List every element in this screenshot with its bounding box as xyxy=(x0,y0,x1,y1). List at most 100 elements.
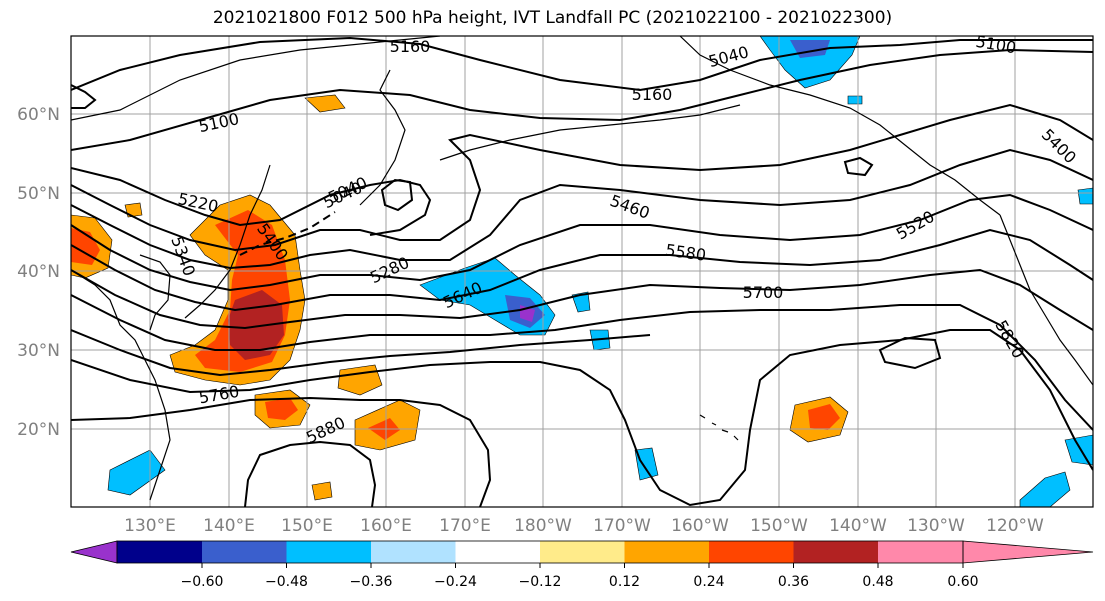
height-contour xyxy=(71,193,1093,292)
strong-anomaly-area xyxy=(228,290,284,360)
colorbar-segment xyxy=(540,541,625,563)
lat-label: 20°N xyxy=(17,420,60,440)
colorbar-tick-label: 0.36 xyxy=(778,574,809,590)
height-contour xyxy=(380,178,414,212)
alaska-coastline xyxy=(679,36,1001,216)
colorbar-tick-label: 0.24 xyxy=(693,574,724,590)
height-contours xyxy=(71,36,1093,507)
colorbar-segment xyxy=(455,541,540,563)
lon-label: 160°W xyxy=(671,516,729,536)
colorbar: −0.60 −0.48 −0.36 −0.24 −0.12 0.12 0.24 … xyxy=(70,540,1094,590)
map-frame xyxy=(70,35,1094,508)
lon-label: 170°E xyxy=(439,516,491,536)
lon-label: 130°W xyxy=(907,516,965,536)
negative-anomaly-area xyxy=(1064,434,1093,466)
lat-label: 50°N xyxy=(17,184,60,204)
colorbar-ticks xyxy=(201,563,964,568)
russia-north-coastline xyxy=(71,36,441,121)
lon-label: 150°W xyxy=(750,516,808,536)
colorbar-tick-label: −0.60 xyxy=(181,574,224,590)
lon-label: 170°W xyxy=(593,516,651,536)
height-contour xyxy=(71,103,1093,252)
lon-label: 140°E xyxy=(203,516,255,536)
colorbar-tick-label: −0.36 xyxy=(350,574,393,590)
negative-anomaly-area xyxy=(1077,187,1093,205)
colorbar-tick-label: 0.12 xyxy=(609,574,640,590)
contour-label: 5400 xyxy=(1038,125,1080,167)
lon-label: 150°E xyxy=(281,516,333,536)
colorbar-tick-label: −0.24 xyxy=(434,574,477,590)
height-contour xyxy=(71,148,1093,270)
lon-label: 120°W xyxy=(986,516,1044,536)
height-contour xyxy=(244,440,377,507)
na-west-coastline xyxy=(999,214,1093,386)
contour-label: 5160 xyxy=(632,85,673,104)
positive-anomaly-area xyxy=(304,94,346,113)
positive-anomaly-area xyxy=(808,404,840,430)
height-contour xyxy=(71,329,1093,507)
kamchatka-coastline xyxy=(359,69,406,206)
aleutian-islands xyxy=(439,104,741,161)
colorbar-segment xyxy=(117,541,202,563)
height-contour xyxy=(71,396,492,507)
contour-label: 5460 xyxy=(608,191,653,223)
colorbar-segment xyxy=(371,541,456,563)
lat-label: 40°N xyxy=(17,262,60,282)
height-contour xyxy=(71,167,432,236)
lon-label: 130°E xyxy=(124,516,176,536)
colorbar-tick-label: 0.48 xyxy=(862,574,893,590)
height-contour xyxy=(71,294,1093,431)
height-contour xyxy=(239,211,336,256)
height-contour xyxy=(843,156,874,177)
negative-anomaly-area xyxy=(107,449,166,496)
colorbar-extend-right xyxy=(962,540,1094,564)
colorbar-segment xyxy=(878,541,963,563)
positive-anomaly-area xyxy=(124,202,143,218)
height-contour xyxy=(71,48,1093,151)
colorbar-extend-left xyxy=(70,540,118,564)
colorbar-tick-label: −0.48 xyxy=(265,574,308,590)
contour-labels: 5160 5040 5100 5160 5100 5040 5220 5340 … xyxy=(167,32,1080,448)
negative-anomaly-area xyxy=(634,447,659,481)
contour-label: 5040 xyxy=(706,42,750,71)
hawaii-islands xyxy=(699,414,739,441)
positive-anomaly-area xyxy=(311,481,333,501)
contour-label: 5100 xyxy=(197,109,241,136)
contour-label: 5820 xyxy=(991,317,1028,362)
longitude-labels: 130°E 140°E 150°E 160°E 170°E 180°W 170°… xyxy=(124,516,1044,536)
colorbar-segment xyxy=(202,541,287,563)
map-title: 2021021800 F012 500 hPa height, IVT Land… xyxy=(212,8,893,28)
graticule xyxy=(71,36,1093,507)
contour-label: 5160 xyxy=(390,37,431,56)
lat-label: 60°N xyxy=(17,105,60,125)
colorbar-segment xyxy=(286,541,371,563)
height-contour xyxy=(71,36,1093,92)
korea-coastline xyxy=(139,254,171,331)
positive-anomaly-area xyxy=(265,398,298,420)
lon-label: 140°W xyxy=(829,516,887,536)
contour-label: 5700 xyxy=(743,283,784,302)
positive-anomaly-area xyxy=(337,364,383,396)
colorbar-segment xyxy=(624,541,709,563)
contour-label: 5580 xyxy=(664,240,707,264)
height-contour xyxy=(878,336,942,370)
height-contour xyxy=(71,228,1093,312)
colorbar-segment xyxy=(709,541,794,563)
lon-label: 160°E xyxy=(360,516,412,536)
negative-anomaly-area xyxy=(1019,471,1071,507)
colorbar-tick-label: −0.12 xyxy=(519,574,562,590)
negative-anomaly-area xyxy=(847,95,863,105)
height-contour xyxy=(71,84,97,109)
contour-label: 5520 xyxy=(893,207,938,244)
height-contour xyxy=(71,329,651,377)
negative-anomaly-area xyxy=(571,291,591,313)
height-contour xyxy=(71,268,1093,331)
lon-label: 180°W xyxy=(514,516,572,536)
positive-anomaly-area xyxy=(71,228,100,265)
coastlines xyxy=(71,36,1093,501)
latitude-labels: 60°N 50°N 40°N 30°N 20°N xyxy=(17,105,60,440)
negative-anomaly-area xyxy=(759,36,861,89)
colorbar-tick-label: 0.60 xyxy=(947,574,978,590)
colorbar-segment xyxy=(793,541,878,563)
